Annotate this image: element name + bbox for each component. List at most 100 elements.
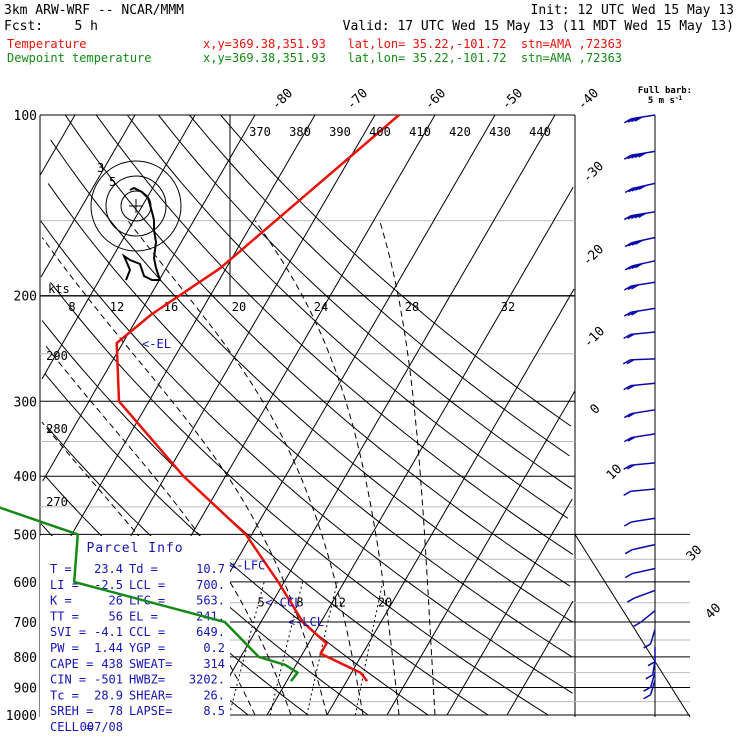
wind-barb-flag [638,212,646,218]
wind-barb-staff [640,610,656,623]
parcel-info-label: LAPSE= [129,704,172,718]
parcel-info-label: PW = [50,641,79,655]
theta-e-label: 370 [249,125,271,139]
wind-barb-staff [631,260,656,267]
wind-barb-flag [631,240,640,246]
isotherm-line [39,114,76,176]
pressure-tick-label: 100 [14,109,37,124]
parcel-info-label: Td = [129,562,158,576]
wind-barb-staff [631,211,656,217]
temperature-legend: Temperature [7,37,86,51]
wind-barb-flag [623,384,632,391]
wind-barb-flag [623,311,632,317]
wind-barb-flag [624,187,633,194]
dry-adiabat-line [50,139,573,623]
parcel-info-value: 700. [196,578,225,592]
mixing-ratio-label: 20 [378,596,392,610]
wind-barb-flag [631,284,639,290]
isotherm-line [41,114,196,380]
parcel-info-value: 28.9 [94,688,123,702]
pressure-tick-label: 800 [14,651,37,666]
wind-barb-flag [624,549,633,555]
parcel-info-label: CELL = [50,720,93,734]
parcel-info-label: LI = [50,578,79,592]
wind-barb-flag [628,187,636,193]
model-title: 3km ARW-WRF -- NCAR/MMM [4,3,184,18]
parcel-info-value: 438 [101,657,123,671]
isotherm-line [386,390,576,716]
wind-barb-flag [623,521,632,527]
theta-e-label: 380 [289,125,311,139]
parcel-info-value: 23.4 [94,562,123,576]
parcel-info-value: 563. [196,594,225,608]
dry-adiabat-line [46,425,369,716]
theta-label: 280 [46,422,68,436]
dewpoint-location: x,y=369.38,351.93 lat,lon= 35.22,-101.72… [203,51,622,65]
parcel-info-label: CIN = [50,673,86,687]
pressure-tick-label: 200 [14,290,37,305]
wind-barb-staff [631,236,656,244]
wind-barb-flag [623,214,632,221]
wind-barb-staff [634,589,656,599]
parcel-info-label: K = [50,594,72,608]
wind-barb-flag [627,412,636,418]
parcel-info-value: -501 [94,673,123,687]
pressure-tick-label: 900 [14,682,37,697]
isotherm-line [40,114,136,278]
wind-barb-flag [631,263,640,270]
wind-barb-staff [631,114,656,120]
wind-barbs [622,114,656,700]
parcel-info-label: SWEAT= [129,657,172,671]
hodograph-speed-label: 24 [314,300,328,314]
wind-barb-staff [631,433,656,439]
dewpoint-legend: Dewpoint temperature [7,51,152,65]
wind-barb-staff [631,150,656,156]
isotherm-side-label: -20 [580,242,607,269]
isotherm-bottom-label: 30 [684,543,706,565]
dry-adiabat-line [64,114,571,587]
wind-barb-flag [624,572,633,579]
wind-barb-flag [623,154,632,160]
isotherm-top-label: -70 [344,86,371,113]
wind-barb-staff [649,629,656,645]
hodograph-units-label: kts [48,282,70,296]
parcel-info-label: Tc = [50,688,79,702]
parcel-info-label: EL = [129,609,158,623]
wind-barb-flag [631,213,639,220]
wind-barb-flag [627,310,636,317]
wind-barb-staff [631,281,656,287]
parcel-info-value: 007/08 [80,720,123,734]
wind-barb-flag [631,153,639,159]
isotherm-side-label: 10 [604,462,626,484]
theta-e-label: 390 [329,125,351,139]
temperature-trace [115,114,400,682]
isotherm-side-label: -10 [581,324,608,351]
wind-barb-staff [630,462,656,466]
wind-barb-flag [628,241,636,247]
level-marker-lcl: <-LCL [288,615,324,629]
level-marker-ccl: <-CCL [265,595,301,609]
wind-barb-flag [626,384,635,390]
wind-barb-flag [634,152,643,159]
wind-barb-flag [643,686,651,692]
wind-barb-flag [623,118,632,124]
isotherm-line [446,498,573,716]
parcel-info-label: HWBZ= [129,673,165,687]
wind-barb-flag [623,412,632,419]
mixing-ratio-line [228,581,265,716]
dry-adiabat-line [47,183,573,658]
parcel-info-title: Parcel Info [86,541,183,556]
wind-barb-flag [631,310,639,316]
wind-barb-flag [631,186,640,192]
hodograph-speed-label: 20 [232,300,246,314]
wind-barb-flag [645,674,654,680]
wind-barb-flag [626,464,635,470]
theta-e-label: 410 [409,125,431,139]
parcel-info-value: 26. [203,688,225,702]
wind-barb-flag [627,436,636,442]
parcel-info-label: YGP = [129,641,165,655]
pressure-tick-label: 600 [14,576,37,591]
parcel-info-label: SVI = [50,625,86,639]
isotherm-top-label: -50 [499,86,526,113]
